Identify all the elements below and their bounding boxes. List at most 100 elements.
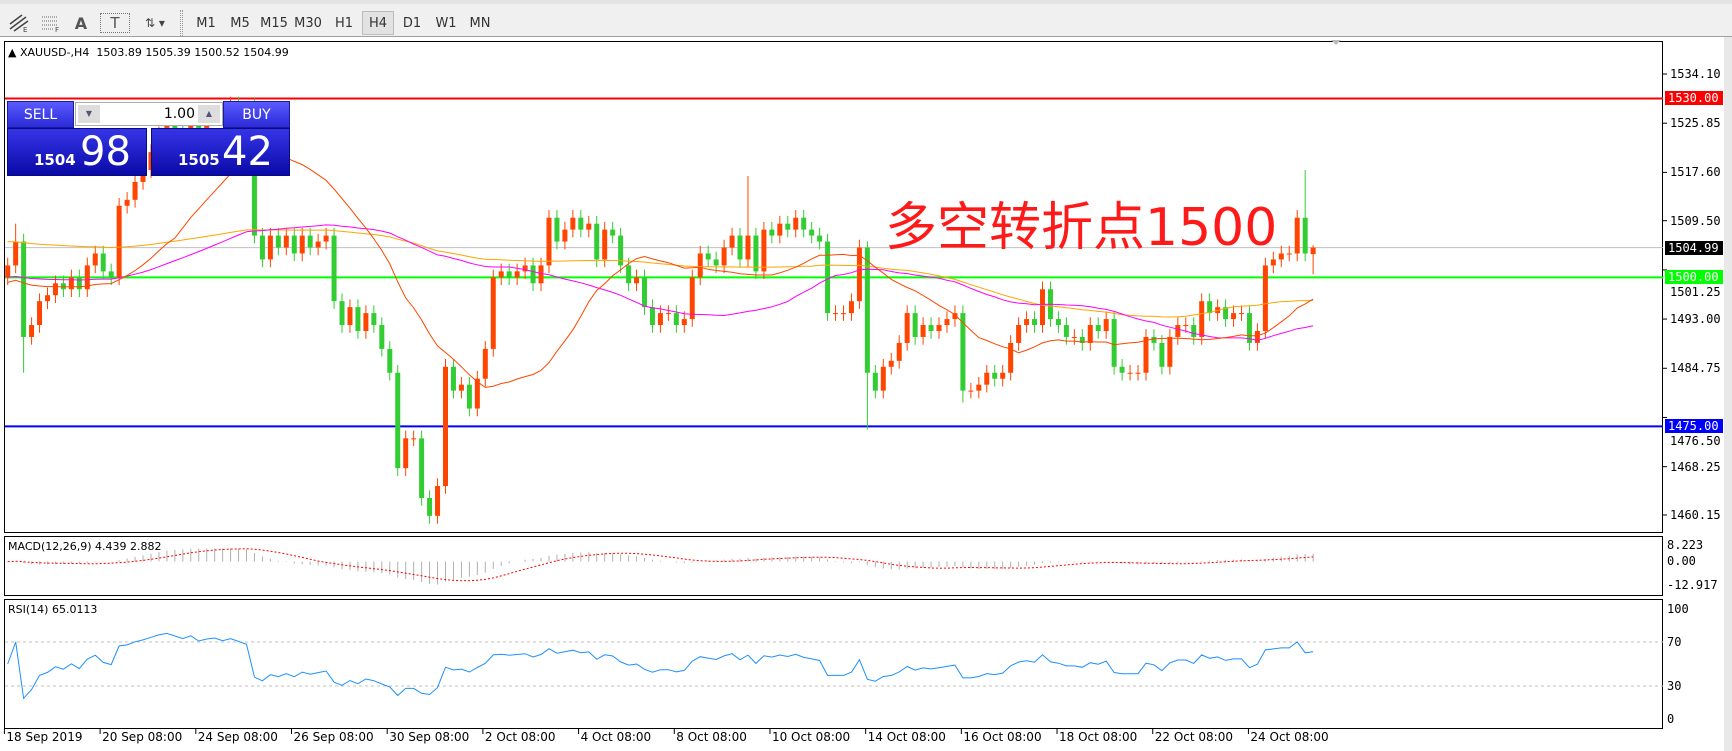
bear-candle (673, 313, 679, 326)
bull-candle (944, 319, 950, 326)
bull-candle (1270, 259, 1276, 266)
lot-size-stepper: ▼ 1.00 ▲ (75, 102, 223, 126)
bull-candle (1000, 372, 1006, 379)
price-tick-label: 1476.50 (1670, 434, 1721, 449)
bear-candle (649, 307, 655, 326)
bull-candle (976, 384, 982, 391)
timeframe-m1[interactable]: M1 (196, 15, 216, 31)
bear-candle (76, 277, 82, 290)
buy-button[interactable]: BUY (223, 101, 290, 128)
timeframe-h1[interactable]: H1 (334, 15, 354, 31)
bear-candle (450, 366, 456, 391)
bull-candle (952, 313, 958, 320)
bull-candle (84, 265, 90, 290)
time-axis-label: 24 Oct 08:00 (1250, 730, 1329, 744)
sell-price[interactable]: 1504 98 (7, 128, 147, 176)
bull-candle (793, 217, 799, 230)
bull-candle (267, 235, 273, 260)
timeframe-m15[interactable]: M15 (260, 15, 288, 31)
bull-candle (1310, 247, 1316, 255)
bull-candle (1175, 325, 1181, 337)
price-tick-label: 1468.25 (1670, 459, 1721, 474)
sell-price-pips: 98 (80, 129, 131, 175)
timeframe-mn[interactable]: MN (469, 15, 491, 31)
bull-candle (665, 313, 671, 315)
bull-candle (363, 313, 369, 332)
bear-candle (530, 265, 536, 284)
fibonacci-fan-icon[interactable]: F (36, 11, 66, 35)
increase-lot-button[interactable]: ▲ (198, 105, 220, 123)
bull-candle (132, 181, 138, 200)
bull-candle (689, 277, 695, 320)
bear-candle (275, 235, 281, 248)
arrows-dropdown-icon[interactable]: ⇅ ▾ (145, 16, 165, 30)
bull-candle (1087, 325, 1093, 343)
bear-candle (737, 235, 743, 260)
bear-candle (705, 253, 711, 260)
bear-candle (1079, 336, 1085, 343)
bull-candle (13, 241, 19, 266)
bear-candle (100, 253, 106, 272)
bear-candle (809, 229, 815, 236)
bear-candle (1159, 342, 1165, 367)
price-tick-label: 1460.15 (1670, 507, 1721, 522)
price-tick-label: 1484.75 (1670, 361, 1721, 376)
bear-candle (769, 229, 775, 236)
annotation-text: 多空转折点1500 (885, 198, 1278, 258)
bear-candle (618, 235, 624, 266)
timeframe-m30[interactable]: M30 (294, 15, 322, 31)
bull-candle (1143, 336, 1149, 373)
bull-candle (1127, 372, 1133, 374)
bull-candle (657, 313, 663, 326)
bull-candle (315, 241, 321, 248)
lot-size-input[interactable]: 1.00 (163, 106, 195, 122)
bull-candle (984, 372, 990, 385)
bear-candle (864, 247, 870, 373)
bull-candle (403, 438, 409, 469)
price-tick-label: 1509.50 (1670, 213, 1721, 228)
bear-candle (825, 241, 831, 314)
rsi-panel-border (4, 599, 1663, 729)
bear-candle (1223, 307, 1229, 320)
timeframe-h4[interactable]: H4 (362, 11, 394, 35)
buy-price[interactable]: 1505 42 (151, 128, 290, 176)
bull-candle (68, 277, 74, 290)
text-label-icon[interactable]: T (100, 13, 130, 33)
price-tick-label: 1525.85 (1670, 116, 1721, 131)
sell-button[interactable]: SELL (7, 101, 74, 128)
timeframe-w1[interactable]: W1 (435, 15, 457, 31)
bear-candle (60, 283, 66, 290)
one-click-trading-panel: SELL ▼ 1.00 ▲ BUY 1504 98 1505 42 (7, 101, 290, 177)
bull-candle (586, 223, 592, 230)
bull-candle (1286, 253, 1292, 255)
fibonacci-expansion-icon[interactable]: E (4, 11, 34, 35)
text-icon[interactable]: A (74, 13, 88, 33)
time-axis-label: 18 Oct 08:00 (1059, 730, 1138, 744)
bear-candle (506, 271, 512, 278)
toolbar: E F A T ⇅ ▾ M1 M5 M15 M30 H1 H4 D1 W1 MN (0, 0, 1732, 37)
bull-candle (697, 253, 703, 278)
chart-window[interactable]: ▲ XAUUSD-,H4 1503.89 1505.39 1500.52 150… (0, 37, 1732, 751)
chart-canvas[interactable] (0, 37, 1732, 751)
time-axis-label: 30 Sep 08:00 (389, 730, 470, 744)
bear-candle (1111, 319, 1117, 367)
bull-candle (681, 319, 687, 326)
bull-candle (116, 205, 122, 278)
bull-candle (124, 199, 130, 206)
rsi-label: RSI(14) 65.0113 (8, 603, 98, 616)
bear-candle (1302, 217, 1308, 254)
bull-candle (936, 325, 942, 332)
chart-header: ▲ XAUUSD-,H4 1503.89 1505.39 1500.52 150… (8, 46, 289, 59)
macd-tick-label: 8.223 (1667, 538, 1704, 552)
timeframe-m5[interactable]: M5 (230, 15, 250, 31)
bear-candle (395, 372, 401, 469)
bear-candle (626, 265, 632, 284)
bear-candle (1246, 313, 1252, 343)
timeframe-d1[interactable]: D1 (402, 15, 422, 31)
bull-candle (458, 384, 464, 391)
bull-candle (745, 235, 751, 260)
bull-candle (1278, 253, 1284, 260)
bull-candle (761, 229, 767, 272)
decrease-lot-button[interactable]: ▼ (78, 105, 100, 123)
bear-candle (379, 325, 385, 349)
